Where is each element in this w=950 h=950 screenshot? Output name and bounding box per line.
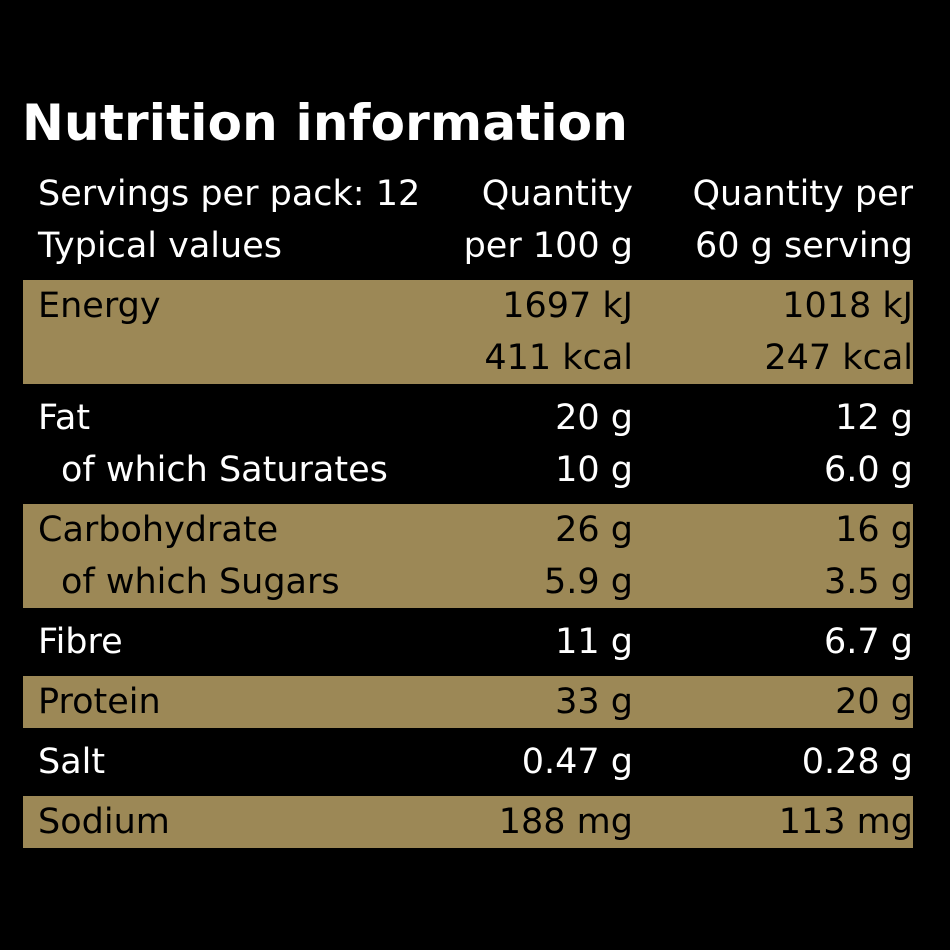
table-row: Fat 20 g 12 g [23,392,913,444]
nutrient-group: Salt 0.47 g 0.28 g [23,736,913,788]
table-row: Salt 0.47 g 0.28 g [23,736,913,788]
per-serving-label-line2: 60 g serving [695,226,913,266]
table-row: 411 kcal 247 kcal [23,332,913,384]
nutrient-name: Fat [38,398,91,438]
value-per-100g: 20 g [555,398,633,438]
nutrient-name: Energy [38,286,161,326]
value-per-serving: 16 g [835,510,913,550]
per-serving-label-line1: Quantity per [692,174,913,214]
value-per-100g: 5.9 g [543,562,633,602]
nutrient-group: Fat 20 g 12 g of which Saturates 10 g 6.0 g [23,392,913,496]
value-per-serving: 113 mg [778,802,913,842]
nutrition-table-body: Energy 1697 kJ 1018 kJ 411 kcal 247 kcal Fat 2… [23,280,913,848]
nutrient-group: Energy 1697 kJ 1018 kJ 411 kcal 247 kcal [23,280,913,384]
table-row: Fibre 11 g 6.7 g [23,616,913,668]
nutrient-name: Salt [38,742,106,782]
value-per-serving: 6.0 g [823,450,913,490]
table-row: Sodium 188 mg 113 mg [23,796,913,848]
per-100g-label-line2: per 100 g [463,226,633,266]
nutrition-panel: Nutrition information Servings per pack:… [22,90,913,856]
value-per-100g: 411 kcal [484,338,633,378]
value-per-serving: 6.7 g [823,622,913,662]
value-per-serving: 1018 kJ [782,286,913,326]
nutrient-name: of which Saturates [61,450,388,490]
nutrient-name: Sodium [38,802,170,842]
typical-values-label: Typical values [38,226,282,266]
nutrient-group: Carbohydrate 26 g 16 g of which Sugars 5.9 g… [23,504,913,608]
value-per-serving: 20 g [835,682,913,722]
value-per-serving: 12 g [835,398,913,438]
servings-per-pack-label: Servings per pack: 12 [38,174,421,214]
nutrient-group: Protein 33 g 20 g [23,676,913,728]
value-per-serving: 0.28 g [801,742,913,782]
value-per-100g: 11 g [555,622,633,662]
table-row: Protein 33 g 20 g [23,676,913,728]
nutrient-name: of which Sugars [61,562,340,602]
value-per-100g: 0.47 g [521,742,633,782]
value-per-100g: 188 mg [498,802,633,842]
value-per-100g: 1697 kJ [502,286,633,326]
nutrient-name: Fibre [38,622,123,662]
value-per-100g: 33 g [555,682,633,722]
table-row: Energy 1697 kJ 1018 kJ [23,280,913,332]
header-servings-column: Servings per pack: 12 Typical values [38,168,420,272]
nutrient-group: Fibre 11 g 6.7 g [23,616,913,668]
panel-title: Nutrition information [22,94,629,152]
per-100g-label-line1: Quantity [481,174,633,214]
table-row: of which Sugars 5.9 g 3.5 g [23,556,913,608]
value-per-100g: 10 g [555,450,633,490]
table-row: of which Saturates 10 g 6.0 g [23,444,913,496]
value-per-100g: 26 g [555,510,633,550]
header-per-serving-column: Quantity per 60 g serving [692,168,913,272]
value-per-serving: 247 kcal [764,338,913,378]
nutrient-group: Sodium 188 mg 113 mg [23,796,913,848]
header-per-100g-column: Quantity per 100 g [464,168,633,272]
table-header: Servings per pack: 12 Typical values Qua… [23,168,913,272]
nutrient-name: Carbohydrate [38,510,279,550]
nutrient-name: Protein [38,682,161,722]
table-row: Carbohydrate 26 g 16 g [23,504,913,556]
value-per-serving: 3.5 g [823,562,913,602]
